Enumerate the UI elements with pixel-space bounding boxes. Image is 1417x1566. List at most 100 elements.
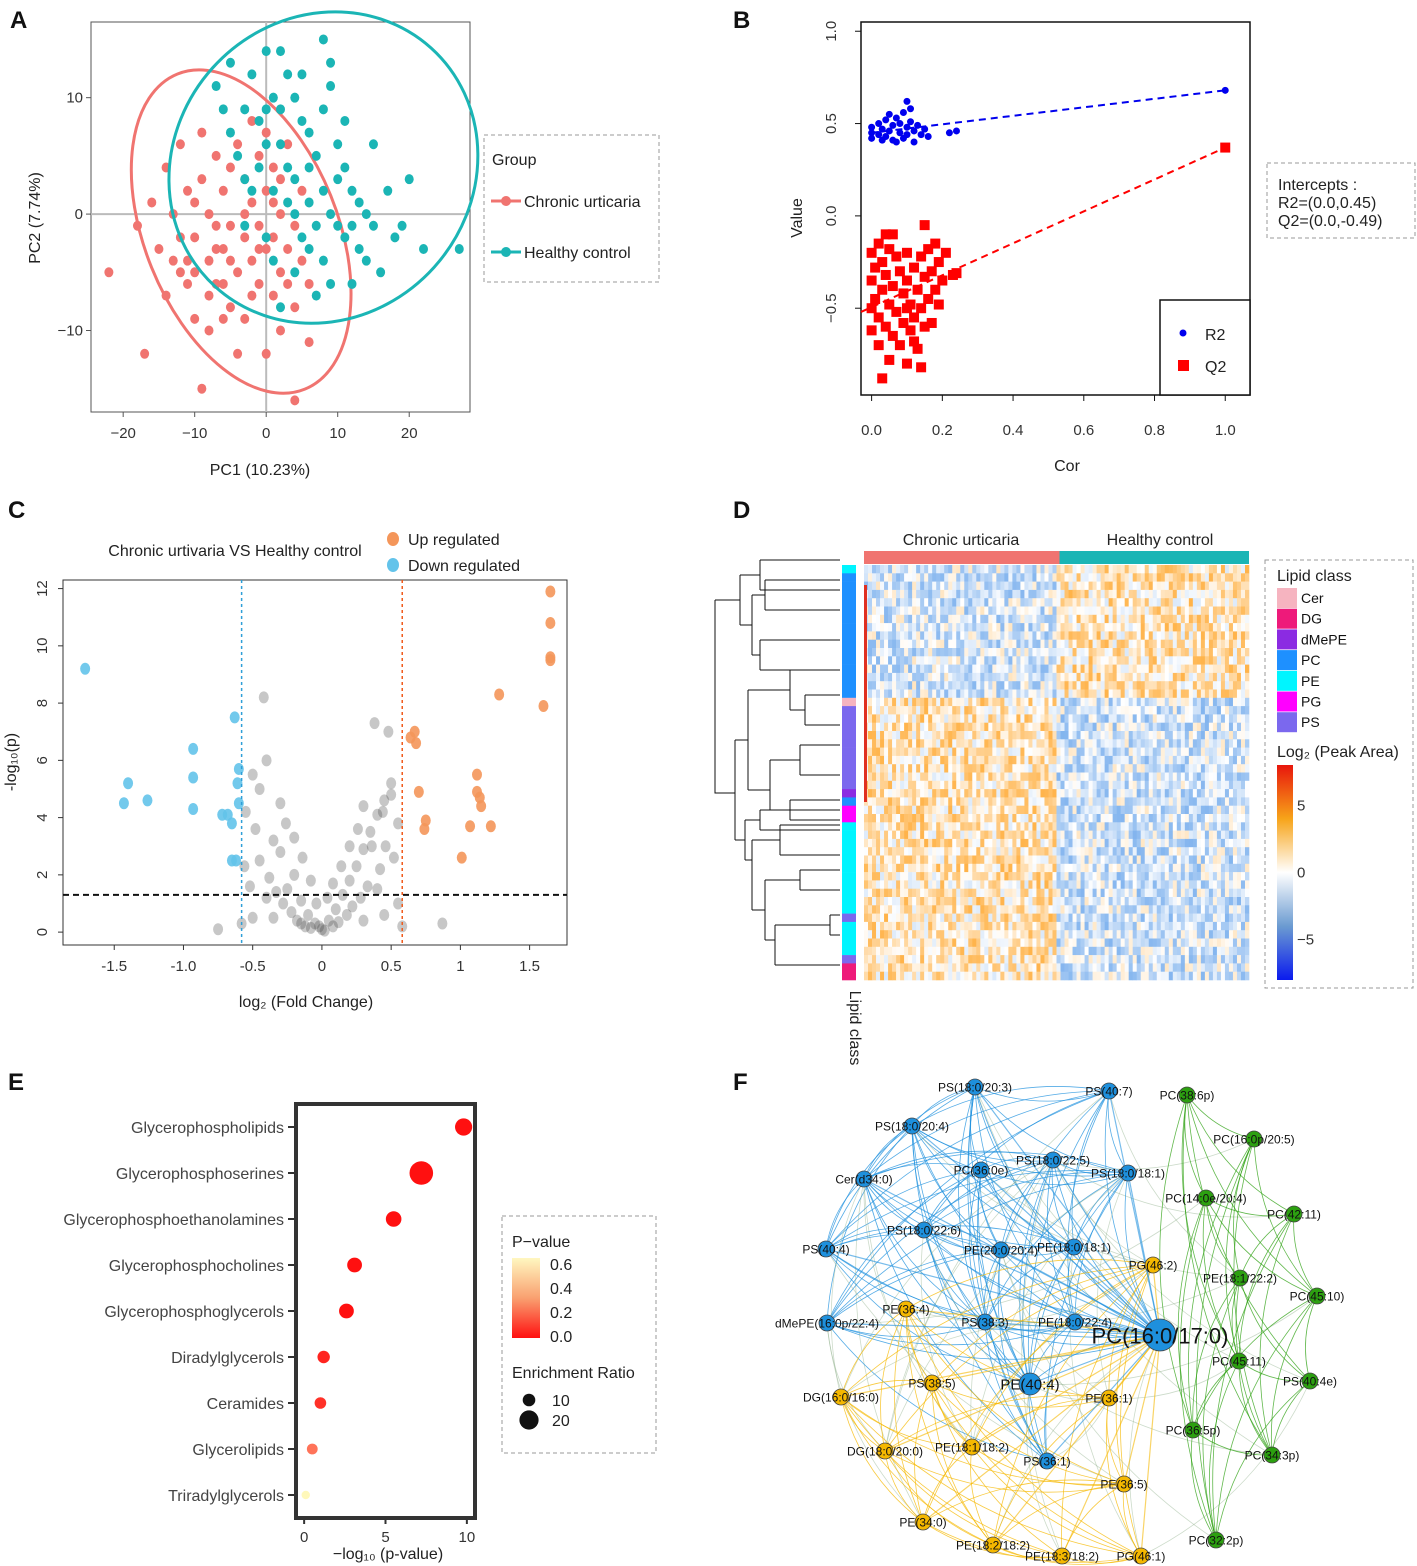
heatmap-cell [1016,805,1021,815]
heatmap-cell [1008,814,1013,823]
data-point [894,266,905,277]
heatmap-cell [880,648,885,657]
heatmap-cell [872,614,877,624]
data-point [919,220,930,231]
data-point [258,691,269,704]
heatmap-cell [1204,913,1210,923]
heatmap-cell [1096,888,1101,898]
heatmap-cell [884,930,889,939]
heatmap-cell [1084,614,1089,624]
heatmap-cell [1176,764,1182,773]
heatmap-cell [996,706,1001,715]
heatmap-cell [880,855,885,865]
heatmap-cell [896,888,901,898]
heatmap-cell [1220,764,1226,773]
heatmap-cell [864,838,869,848]
heatmap-cell [992,888,997,898]
heatmap-cell [980,855,985,865]
heatmap-cell [1000,789,1005,798]
heatmap-cell [1032,614,1037,624]
heatmap-cell [900,913,905,923]
heatmap-cell [1148,855,1154,865]
heatmap-cell [964,573,969,582]
heatmap-cell [1076,739,1081,748]
heatmap-cell [1144,847,1150,856]
heatmap-cell [1168,664,1174,674]
heatmap-cell [928,589,933,599]
heatmap-cell [1200,888,1206,898]
data-point [903,97,911,105]
heatmap-cell [1040,714,1045,723]
heatmap-cell [924,888,929,898]
heatmap-cell [1060,913,1065,923]
heatmap-cell [1236,863,1242,873]
heatmap-cell [1080,589,1085,599]
heatmap-cell [952,872,957,881]
heatmap-cell [1168,689,1174,699]
heatmap-cell [1064,789,1069,798]
data-point [376,267,386,278]
heatmap-cell [1108,631,1113,640]
heatmap-cell [1112,805,1117,815]
heatmap-cell [896,722,901,732]
heatmap-cell [1000,581,1005,591]
heatmap-cell [1028,697,1033,707]
heatmap-cell [992,606,997,616]
heatmap-cell [968,689,973,699]
heatmap-cell [952,755,957,765]
heatmap-cell [1008,681,1013,690]
heatmap-cell [868,739,873,748]
heatmap-cell [1048,755,1053,765]
heatmap-cell [1132,581,1138,591]
heatmap-cell [1052,581,1057,591]
heatmap-cell [1024,565,1029,574]
heatmap-cell [1216,739,1222,748]
heatmap-cell [1156,565,1162,574]
heatmap-cell [1032,897,1037,906]
heatmap-cell [1200,606,1206,616]
data-point [877,257,888,268]
heatmap-cell [872,606,877,616]
heatmap-cell [1016,739,1021,748]
heatmap-cell [1240,589,1246,599]
heatmap-cell [1104,780,1109,790]
heatmap-cell [936,921,941,931]
heatmap-cell [912,764,917,773]
heatmap-cell [932,913,937,923]
heatmap-cell [1084,581,1089,591]
heatmap-cell [944,830,949,840]
heatmap-cell [944,755,949,765]
heatmap-cell [1084,880,1089,889]
heatmap-cell [1192,888,1198,898]
heatmap-cell [1112,697,1117,707]
heatmap-cell [1008,714,1013,723]
heatmap-cell [1096,897,1101,906]
heatmap-cell [1084,838,1089,848]
data-point [472,768,482,781]
heatmap-cell [868,814,873,823]
heatmap-cell [1116,764,1121,773]
heatmap-cell [996,589,1001,599]
heatmap-cell [908,598,913,607]
heatmap-cell [1228,755,1234,765]
heatmap-cell [880,764,885,773]
heatmap-cell [980,930,985,939]
heatmap-cell [876,606,881,616]
heatmap-cell [1152,838,1158,848]
heatmap-cell [1072,606,1077,616]
heatmap-cell [980,664,985,674]
heatmap-cell [900,955,905,964]
heatmap-cell [972,581,977,591]
heatmap-cell [972,565,977,574]
heatmap-cell [956,780,961,790]
heatmap-cell [1140,847,1146,856]
heatmap-cell [912,830,917,840]
heatmap-cell [1120,581,1125,591]
heatmap-cell [888,764,893,773]
heatmap-cell [1012,598,1017,607]
heatmap-cell [1100,706,1105,715]
heatmap-cell [1088,764,1093,773]
heatmap-cell [908,780,913,790]
heatmap-cell [1232,838,1238,848]
heatmap-cell [956,656,961,665]
